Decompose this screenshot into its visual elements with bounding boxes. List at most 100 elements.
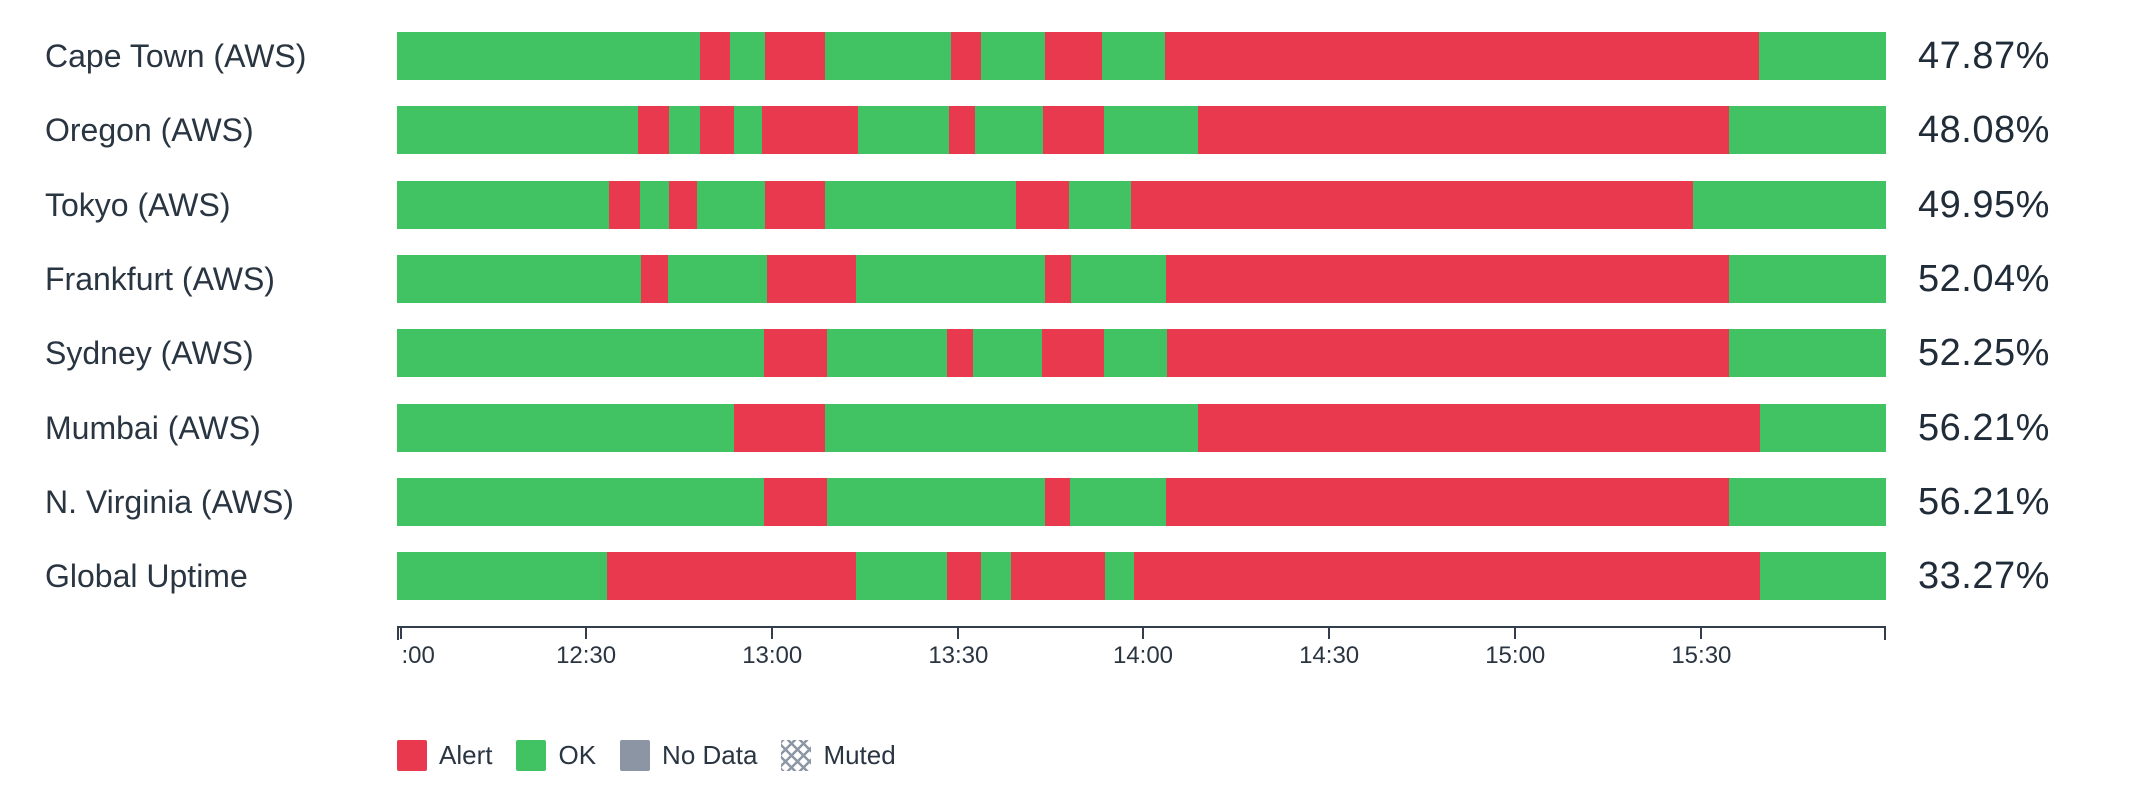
bar-segment-ok[interactable]: [1068, 180, 1131, 229]
bar-segment-ok[interactable]: [1758, 32, 1886, 80]
bar-segment-alert[interactable]: [947, 552, 981, 601]
status-bar[interactable]: [397, 32, 1886, 80]
status-bar[interactable]: [397, 552, 1886, 601]
bar-segment-ok[interactable]: [1729, 477, 1886, 526]
bar-segment-ok[interactable]: [1729, 254, 1886, 303]
bar-segment-ok[interactable]: [1104, 552, 1134, 601]
bar-segment-alert[interactable]: [640, 254, 669, 303]
status-row: Cape Town (AWS) 47.87%: [0, 32, 2134, 80]
bar-segment-ok[interactable]: [972, 329, 1042, 378]
bar-segment-alert[interactable]: [1130, 180, 1693, 229]
bar-segment-alert[interactable]: [1044, 254, 1072, 303]
bar-segment-alert[interactable]: [1041, 329, 1105, 378]
bar-segment-ok[interactable]: [858, 106, 949, 155]
bar-segment-alert[interactable]: [767, 254, 857, 303]
bar-segment-ok[interactable]: [1759, 552, 1886, 601]
status-bar[interactable]: [397, 329, 1886, 378]
row-label: Oregon (AWS): [45, 112, 254, 149]
bar-segment-ok[interactable]: [1102, 32, 1166, 80]
bar-segment-ok[interactable]: [397, 106, 638, 155]
bar-segment-alert[interactable]: [1045, 32, 1103, 80]
bar-segment-ok[interactable]: [1729, 329, 1886, 378]
bar-segment-alert[interactable]: [948, 106, 975, 155]
legend-item-alert[interactable]: Alert: [397, 740, 492, 771]
bar-segment-alert[interactable]: [1197, 403, 1760, 452]
bar-segment-ok[interactable]: [1729, 106, 1886, 155]
bar-segment-ok[interactable]: [397, 180, 610, 229]
bar-segment-alert[interactable]: [607, 552, 857, 601]
bar-segment-alert[interactable]: [1165, 32, 1759, 80]
axis-line: [397, 626, 1886, 628]
bar-segment-ok[interactable]: [639, 180, 670, 229]
bar-segment-alert[interactable]: [1042, 106, 1105, 155]
bar-segment-alert[interactable]: [1044, 477, 1071, 526]
bar-segment-ok[interactable]: [980, 552, 1012, 601]
bar-segment-ok[interactable]: [730, 32, 766, 80]
bar-segment-alert[interactable]: [1015, 180, 1069, 229]
axis-tick-label: :00: [401, 642, 435, 669]
bar-segment-alert[interactable]: [1166, 254, 1730, 303]
bar-segment-ok[interactable]: [397, 32, 701, 80]
bar-segment-ok[interactable]: [824, 180, 1016, 229]
bar-segment-ok[interactable]: [974, 106, 1043, 155]
bar-segment-alert[interactable]: [700, 106, 734, 155]
bar-segment-alert[interactable]: [764, 477, 828, 526]
bar-segment-ok[interactable]: [856, 552, 948, 601]
bar-segment-alert[interactable]: [1166, 477, 1730, 526]
bar-segment-alert[interactable]: [609, 180, 640, 229]
row-uptime-value: 47.87%: [1918, 35, 2050, 77]
row-uptime-value: 52.04%: [1918, 257, 2050, 300]
bar-segment-ok[interactable]: [669, 106, 701, 155]
bar-segment-alert[interactable]: [700, 32, 731, 80]
bar-segment-ok[interactable]: [668, 254, 768, 303]
bar-segment-alert[interactable]: [733, 403, 825, 452]
legend-item-ok[interactable]: OK: [516, 740, 596, 771]
bar-segment-alert[interactable]: [951, 32, 982, 80]
bar-segment-ok[interactable]: [856, 254, 1045, 303]
axis-tick: [400, 626, 403, 639]
status-bar[interactable]: [397, 477, 1886, 526]
bar-segment-ok[interactable]: [1759, 403, 1886, 452]
legend-item-muted[interactable]: Muted: [781, 740, 896, 771]
bar-segment-alert[interactable]: [947, 329, 973, 378]
status-row: Oregon (AWS) 48.08%: [0, 106, 2134, 155]
bar-segment-ok[interactable]: [397, 403, 734, 452]
bar-segment-alert[interactable]: [1133, 552, 1760, 601]
bar-segment-ok[interactable]: [397, 329, 765, 378]
bar-segment-alert[interactable]: [762, 106, 859, 155]
status-bar[interactable]: [397, 254, 1886, 303]
status-bar[interactable]: [397, 180, 1886, 229]
bar-segment-alert[interactable]: [669, 180, 698, 229]
bar-segment-ok[interactable]: [1071, 254, 1167, 303]
bar-segment-ok[interactable]: [827, 477, 1045, 526]
bar-segment-ok[interactable]: [733, 106, 763, 155]
bar-segment-alert[interactable]: [764, 329, 828, 378]
bar-segment-ok[interactable]: [825, 32, 952, 80]
bar-segment-ok[interactable]: [827, 329, 947, 378]
status-bar[interactable]: [397, 403, 1886, 452]
bar-segment-ok[interactable]: [1692, 180, 1886, 229]
bar-segment-alert[interactable]: [637, 106, 670, 155]
bar-segment-ok[interactable]: [397, 552, 608, 601]
bar-segment-ok[interactable]: [397, 477, 765, 526]
status-bar[interactable]: [397, 106, 1886, 155]
bar-segment-ok[interactable]: [1070, 477, 1167, 526]
bar-segment-ok[interactable]: [1104, 329, 1168, 378]
bar-segment-alert[interactable]: [1011, 552, 1105, 601]
bar-segment-alert[interactable]: [1197, 106, 1730, 155]
bar-segment-ok[interactable]: [981, 32, 1046, 80]
row-label: Tokyo (AWS): [45, 186, 231, 223]
bar-segment-alert[interactable]: [765, 180, 825, 229]
bar-segment-ok[interactable]: [1104, 106, 1198, 155]
legend-item-no-data[interactable]: No Data: [620, 740, 757, 771]
status-row: Mumbai (AWS) 56.21%: [0, 403, 2134, 452]
axis-tick-label: 15:00: [1485, 642, 1546, 669]
status-row: N. Virginia (AWS) 56.21%: [0, 477, 2134, 526]
bar-segment-alert[interactable]: [765, 32, 826, 80]
row-label: Global Uptime: [45, 558, 248, 595]
bar-segment-ok[interactable]: [697, 180, 766, 229]
axis-endcap-left: [397, 626, 399, 640]
bar-segment-ok[interactable]: [824, 403, 1198, 452]
bar-segment-alert[interactable]: [1167, 329, 1730, 378]
bar-segment-ok[interactable]: [397, 254, 641, 303]
